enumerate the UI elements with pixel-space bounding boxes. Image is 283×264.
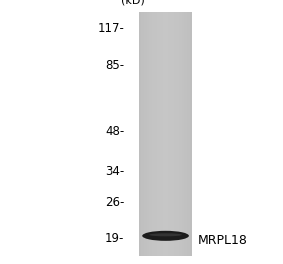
Bar — [149, 12, 152, 256]
Bar — [171, 12, 173, 256]
Bar — [176, 12, 179, 256]
Text: 19-: 19- — [105, 233, 125, 246]
Bar — [144, 12, 147, 256]
Bar — [155, 12, 157, 256]
Bar — [190, 12, 192, 256]
Ellipse shape — [142, 231, 189, 241]
Bar — [152, 12, 155, 256]
Bar — [174, 12, 176, 256]
Text: 117-: 117- — [98, 22, 125, 35]
Bar — [168, 12, 171, 256]
Bar — [179, 12, 182, 256]
Bar — [176, 12, 179, 256]
Ellipse shape — [149, 233, 182, 236]
Text: MRPL18: MRPL18 — [198, 234, 248, 247]
Bar — [168, 12, 171, 256]
Bar — [139, 12, 141, 256]
Bar — [182, 12, 185, 256]
Bar — [157, 12, 160, 256]
Bar — [160, 12, 163, 256]
Bar — [155, 12, 157, 256]
Bar — [160, 12, 163, 256]
Bar — [171, 12, 173, 256]
Bar — [147, 12, 149, 256]
Bar — [166, 12, 168, 256]
Bar — [179, 12, 182, 256]
Bar — [157, 12, 160, 256]
Text: (kD): (kD) — [121, 0, 145, 5]
Bar — [174, 12, 176, 256]
Text: 34-: 34- — [105, 165, 125, 178]
Bar — [152, 12, 155, 256]
Bar — [187, 12, 190, 256]
Bar — [190, 12, 192, 256]
Text: 85-: 85- — [105, 59, 125, 72]
Bar — [187, 12, 190, 256]
Bar — [147, 12, 149, 256]
Bar — [185, 12, 187, 256]
Bar — [185, 12, 187, 256]
Bar — [163, 12, 166, 256]
Bar — [144, 12, 147, 256]
Text: 48-: 48- — [105, 125, 125, 138]
Text: 26-: 26- — [105, 196, 125, 209]
Bar — [139, 12, 141, 256]
Bar — [166, 12, 168, 256]
Bar — [139, 12, 192, 256]
Bar — [163, 12, 166, 256]
Bar — [141, 12, 144, 256]
Bar — [141, 12, 144, 256]
Bar — [149, 12, 152, 256]
Bar — [182, 12, 185, 256]
